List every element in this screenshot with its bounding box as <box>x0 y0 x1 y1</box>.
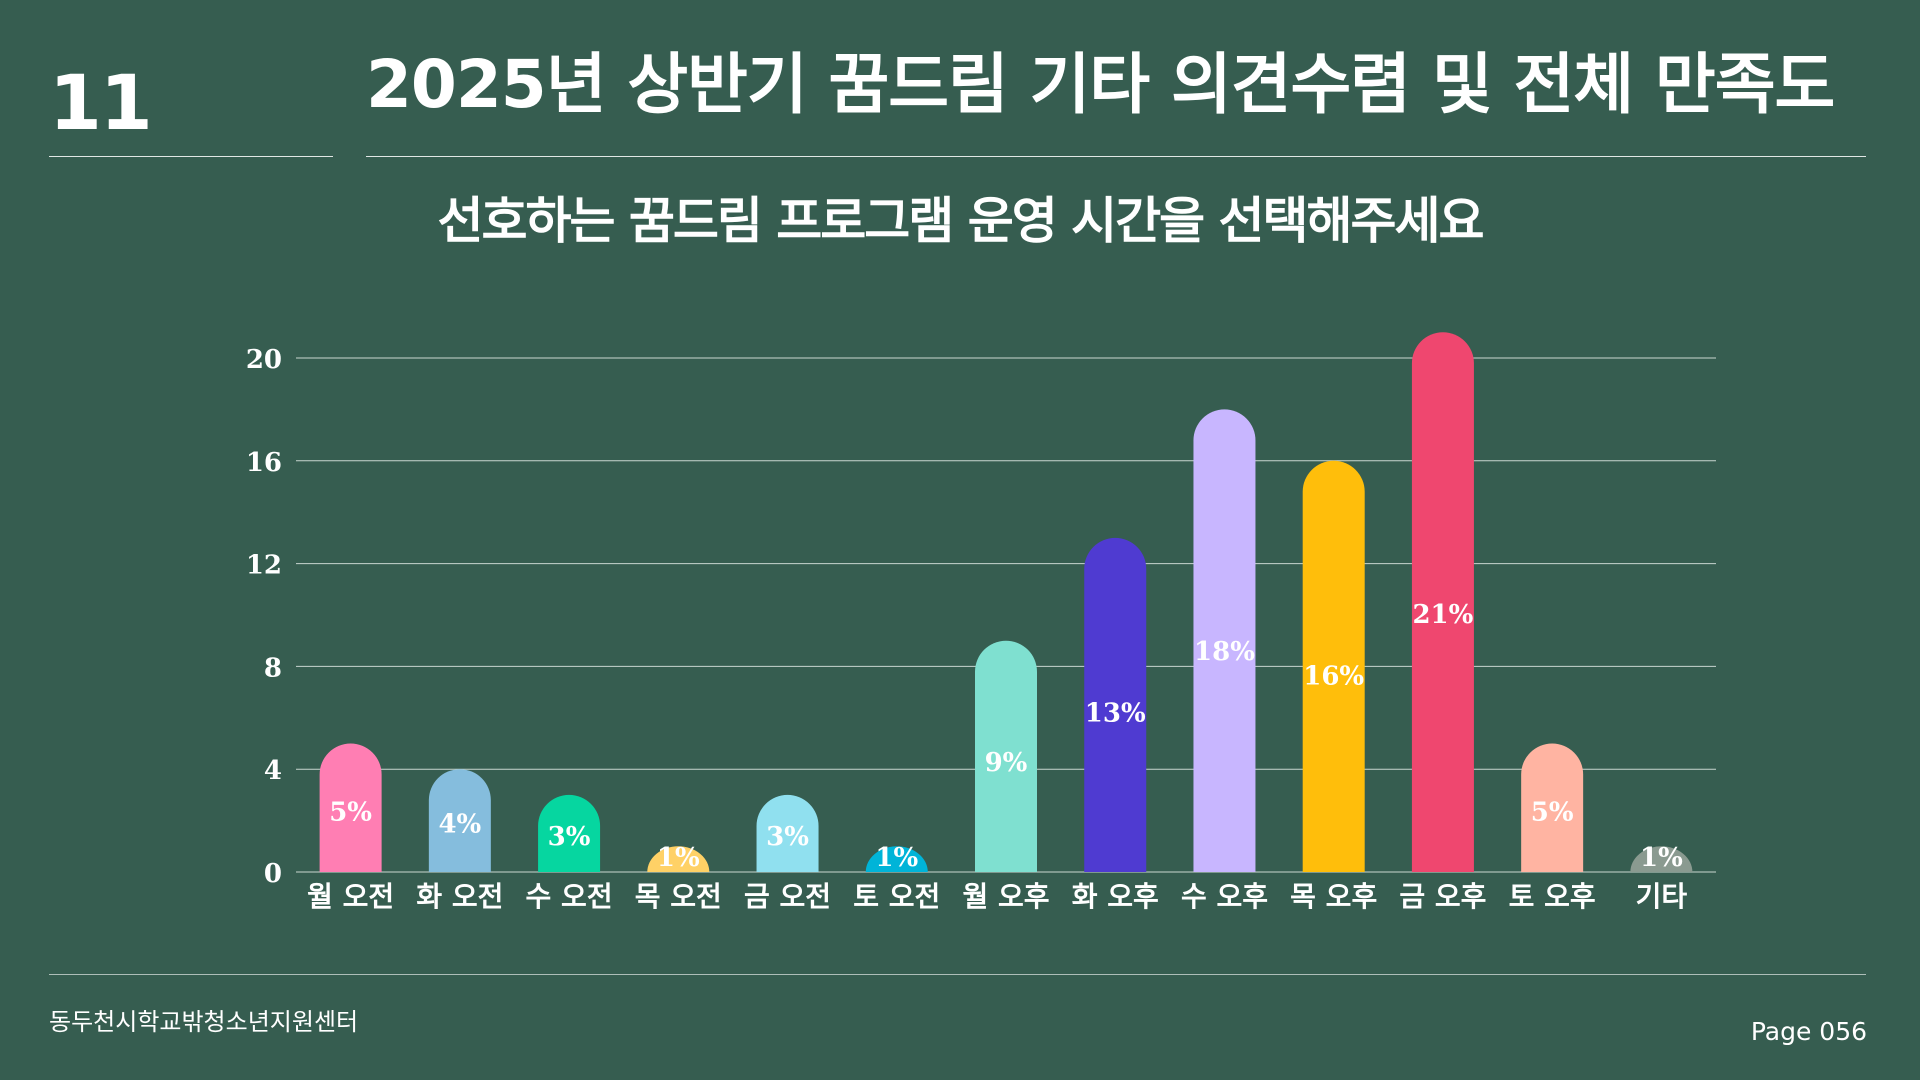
bar-8 <box>1084 537 1147 872</box>
bar-value-label: 1% <box>875 843 918 873</box>
header-divider-left <box>49 156 333 157</box>
bar-value-label: 5% <box>329 797 372 827</box>
bar-value-label: 16% <box>1303 662 1364 692</box>
x-tick-label: 금 오후 <box>1399 880 1486 913</box>
y-tick-label: 12 <box>246 551 282 581</box>
bar-10 <box>1302 460 1365 872</box>
x-tick-label: 월 오후 <box>962 880 1049 913</box>
x-tick-label: 기타 <box>1636 880 1688 913</box>
bar-value-label: 13% <box>1085 699 1146 729</box>
bar-value-label: 3% <box>548 822 591 852</box>
bar-value-label: 21% <box>1412 600 1473 630</box>
slide-number: 11 <box>49 58 153 147</box>
x-tick-label: 월 오전 <box>307 880 394 913</box>
bar-13 <box>1630 846 1693 872</box>
y-tick-label: 0 <box>264 859 282 889</box>
bar-value-label: 9% <box>985 748 1028 778</box>
x-axis-ticks: 월 오전 화 오전 수 오전 목 오전 금 오전 토 오전 월 오후 화 오후 수 오후 목 오후… <box>307 880 1687 913</box>
bar-2 <box>428 769 491 872</box>
x-tick-label: 금 오전 <box>744 880 831 913</box>
footer-divider <box>49 974 1866 975</box>
footer-organization: 동두천시학교밖청소년지원센터 <box>49 1008 359 1036</box>
bar-12 <box>1521 743 1584 872</box>
bar-5 <box>756 794 819 872</box>
bar-3 <box>538 794 601 872</box>
bar-9 <box>1193 409 1256 872</box>
bar-7 <box>975 640 1037 872</box>
header-divider-right <box>366 156 1866 157</box>
x-tick-label: 토 오후 <box>1509 880 1596 913</box>
bar-value-label: 1% <box>657 843 700 873</box>
y-tick-label: 20 <box>246 345 282 375</box>
bar-value-label: 4% <box>438 810 481 840</box>
chart-bars <box>319 332 1693 873</box>
bar-1 <box>319 743 382 872</box>
bar-value-labels: 5% 4% 3% 1% 3% 1% 9% 13% 18% 16% 21% 5% 1% <box>329 600 1683 873</box>
page-number: Page 056 <box>1750 1017 1867 1046</box>
bar-value-label: 1% <box>1640 843 1683 873</box>
x-tick-label: 화 오후 <box>1072 880 1159 913</box>
y-axis-ticks: 0 4 8 12 16 20 <box>246 345 282 889</box>
x-tick-label: 수 오후 <box>1181 880 1268 913</box>
page-title: 2025년 상반기 꿈드림 기타 의견수렴 및 전체 만족도 <box>366 46 1835 123</box>
y-tick-label: 8 <box>264 653 282 683</box>
bar-value-label: 3% <box>766 822 809 852</box>
chart-title: 선호하는 꿈드림 프로그램 운영 시간을 선택해주세요 <box>437 191 1484 250</box>
x-tick-label: 목 오전 <box>635 880 722 913</box>
bar-value-label: 18% <box>1194 637 1255 667</box>
bar-6 <box>865 846 928 872</box>
x-tick-label: 토 오전 <box>853 880 940 913</box>
bar-11 <box>1411 332 1474 873</box>
y-tick-label: 4 <box>264 756 282 786</box>
x-tick-label: 화 오전 <box>416 880 503 913</box>
x-tick-label: 수 오전 <box>526 880 613 913</box>
y-tick-label: 16 <box>246 448 282 478</box>
bar-4 <box>647 846 710 872</box>
x-tick-label: 목 오후 <box>1290 880 1377 913</box>
bar-value-label: 5% <box>1531 797 1574 827</box>
